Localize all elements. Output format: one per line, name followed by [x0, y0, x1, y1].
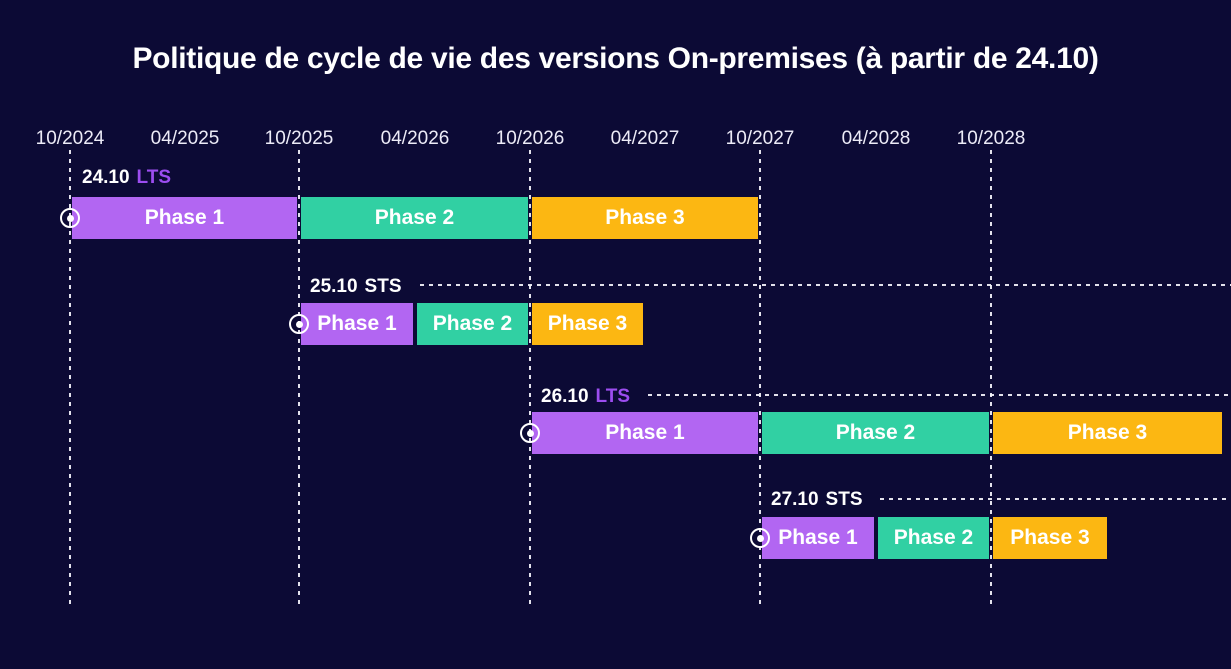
release-label-24-10: 24.10 LTS: [82, 167, 171, 189]
phase-bar-label: Phase 1: [778, 526, 858, 549]
axis-tick-04-2026: 04/2026: [380, 128, 450, 149]
release-label-27-10: 27.10 STS: [771, 489, 863, 511]
gridline-oct-2028: [990, 150, 992, 609]
phase-bar-2: Phase 2: [878, 517, 989, 559]
release-start-marker-icon: [520, 423, 540, 443]
phase-bar-2: Phase 2: [762, 412, 989, 454]
axis-tick-10-2024: 10/2024: [35, 128, 105, 149]
release-start-dot: [756, 534, 764, 542]
release-label-25-10: 25.10 STS: [310, 276, 402, 298]
release-start-dot: [295, 320, 303, 328]
gridline-oct-2024: [69, 150, 71, 609]
phase-bar-1: Phase 1: [532, 412, 758, 454]
phase-bar-label: Phase 2: [835, 421, 916, 444]
gridline-oct-2026: [529, 150, 531, 609]
release-start-dot: [66, 214, 74, 222]
phase-bar-label: Phase 1: [605, 421, 685, 444]
axis-tick-10-2028: 10/2028: [956, 128, 1026, 149]
release-channel-badge: STS: [825, 489, 863, 510]
release-guide-dashline: [420, 284, 1231, 286]
phase-bar-2: Phase 2: [417, 303, 528, 345]
release-guide-dashline: [880, 498, 1231, 500]
phase-bar-3: Phase 3: [993, 412, 1222, 454]
release-label-26-10: 26.10 LTS: [541, 386, 630, 408]
release-start-marker-icon: [289, 314, 309, 334]
phase-bar-3: Phase 3: [993, 517, 1107, 559]
phase-bar-label: Phase 2: [893, 526, 974, 549]
phase-bar-1: Phase 1: [72, 197, 297, 239]
phase-bar-1: Phase 1: [301, 303, 413, 345]
gridline-oct-2027: [759, 150, 761, 609]
phase-bar-label: Phase 3: [1067, 421, 1148, 444]
axis-tick-10-2025: 10/2025: [264, 128, 334, 149]
axis-tick-10-2026: 10/2026: [495, 128, 565, 149]
phase-bar-label: Phase 3: [547, 312, 628, 335]
axis-tick-04-2025: 04/2025: [150, 128, 220, 149]
phase-bar-label: Phase 3: [605, 206, 685, 229]
release-start-marker-icon: [750, 528, 770, 548]
release-start-marker-icon: [60, 208, 80, 228]
release-version: 27.10: [771, 489, 819, 510]
chart-title: Politique de cycle de vie des versions O…: [132, 42, 1099, 75]
axis-tick-04-2028: 04/2028: [841, 128, 911, 149]
release-guide-dashline: [648, 394, 1231, 396]
gridline-oct-2025: [298, 150, 300, 609]
axis-tick-04-2027: 04/2027: [610, 128, 680, 149]
release-version: 24.10: [82, 167, 130, 188]
phase-bar-label: Phase 2: [374, 206, 455, 229]
release-channel-badge: LTS: [136, 167, 172, 188]
release-version: 25.10: [310, 276, 358, 297]
phase-bar-label: Phase 1: [317, 312, 397, 335]
phase-bar-1: Phase 1: [762, 517, 874, 559]
release-channel-badge: STS: [364, 276, 402, 297]
phase-bar-label: Phase 2: [432, 312, 513, 335]
phase-bar-label: Phase 1: [144, 206, 225, 229]
phase-bar-label: Phase 3: [1010, 526, 1090, 549]
axis-tick-10-2027: 10/2027: [725, 128, 795, 149]
release-channel-badge: LTS: [595, 386, 631, 407]
release-version: 26.10: [541, 386, 589, 407]
release-start-dot: [526, 429, 534, 437]
phase-bar-2: Phase 2: [301, 197, 528, 239]
phase-bar-3: Phase 3: [532, 303, 643, 345]
phase-bar-3: Phase 3: [532, 197, 758, 239]
